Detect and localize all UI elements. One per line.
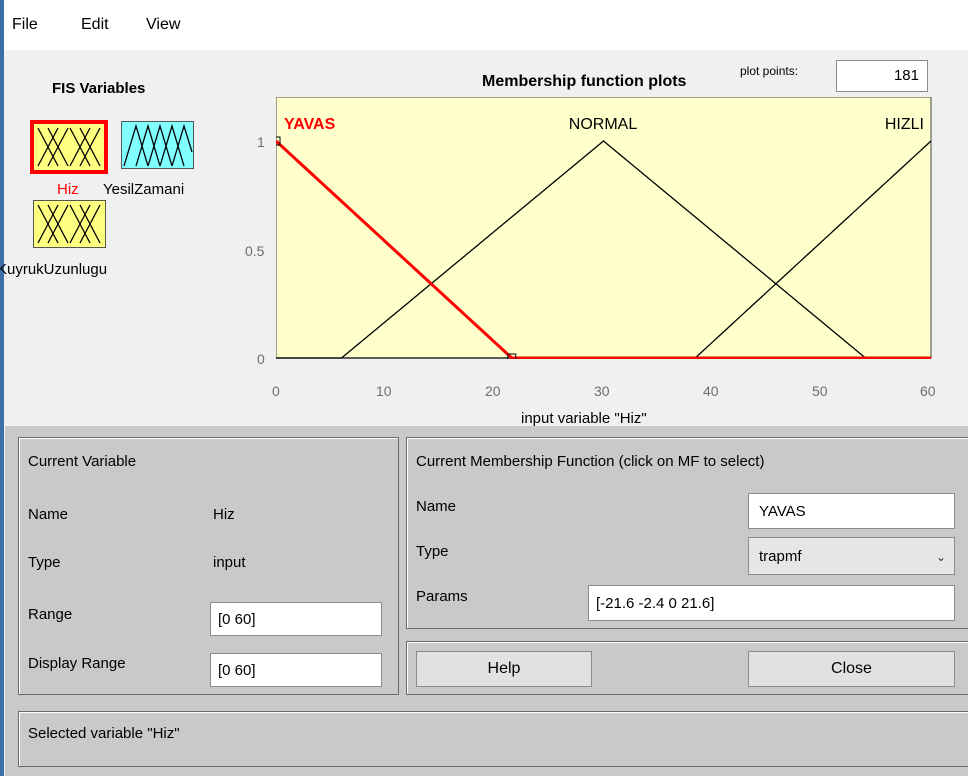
x-tick-40: 40: [703, 383, 719, 399]
variable-kuyrukuzunlugu-icon[interactable]: [33, 200, 106, 248]
mf-name-label: Name: [416, 498, 457, 515]
mf-curves-icon: [37, 204, 101, 244]
mf-curves-icon: [123, 123, 193, 167]
current-variable-panel: [18, 437, 399, 695]
menu-view[interactable]: View: [146, 16, 181, 33]
x-tick-0: 0: [272, 383, 280, 399]
y-tick-0-5: 0.5: [245, 243, 265, 259]
mf-params-input[interactable]: [-21.6 -2.4 0 21.6]: [588, 585, 955, 621]
mf-name-input[interactable]: YAVAS: [748, 493, 955, 529]
menu-edit[interactable]: Edit: [81, 16, 109, 33]
mf-plot[interactable]: YAVAS NORMAL HIZLI: [276, 97, 932, 359]
y-tick-1: 1: [257, 134, 265, 150]
mf-handle[interactable]: [276, 136, 281, 146]
mf-curve-yavas[interactable]: [276, 139, 931, 359]
mf-params-label: Params: [416, 588, 468, 605]
fis-variables-title: FIS Variables: [52, 80, 146, 97]
plot-area: [276, 97, 932, 359]
plot-points-label: plot points:: [740, 64, 799, 78]
window-edge: [0, 0, 4, 776]
name-label: Name: [28, 506, 69, 523]
variable-yesilzamani-label[interactable]: YesilZamani: [103, 181, 185, 198]
variable-hiz-label[interactable]: Hiz: [57, 181, 79, 198]
mf-type-select[interactable]: trapmf ⌄: [748, 537, 955, 575]
current-mf-title: Current Membership Function (click on MF…: [416, 453, 765, 470]
display-range-input[interactable]: [0 60]: [210, 653, 382, 687]
mf-label-hizli[interactable]: HIZLI: [885, 116, 924, 133]
mf-type-value: trapmf: [759, 548, 802, 565]
x-tick-20: 20: [485, 383, 501, 399]
type-label: Type: [28, 554, 61, 571]
chevron-down-icon[interactable]: ⌄: [935, 550, 947, 564]
x-tick-50: 50: [812, 383, 828, 399]
display-range-label: Display Range: [28, 655, 126, 672]
menu-file[interactable]: File: [12, 16, 38, 33]
variable-name-value: Hiz: [213, 506, 235, 523]
variable-kuyrukuzunlugu-label[interactable]: KuyrukUzunlugu: [0, 261, 108, 278]
x-tick-30: 30: [594, 383, 610, 399]
x-tick-60: 60: [920, 383, 936, 399]
variable-yesilzamani-icon[interactable]: [121, 121, 194, 169]
current-variable-title: Current Variable: [28, 453, 137, 470]
x-axis-label: input variable "Hiz": [521, 410, 647, 427]
y-tick-0: 0: [257, 351, 265, 367]
mf-label-normal[interactable]: NORMAL: [569, 116, 638, 133]
mf-type-label: Type: [416, 543, 449, 560]
status-panel: [18, 711, 968, 767]
range-label: Range: [28, 606, 73, 623]
variable-hiz-icon[interactable]: [30, 120, 108, 174]
variable-type-value: input: [213, 554, 246, 571]
close-button[interactable]: Close: [748, 651, 955, 687]
help-button[interactable]: Help: [416, 651, 592, 687]
range-input[interactable]: [0 60]: [210, 602, 382, 636]
plot-points-input[interactable]: 181: [836, 60, 928, 92]
mf-curve-normal[interactable]: [276, 140, 931, 359]
mf-handle[interactable]: [507, 353, 517, 359]
mf-label-yavas[interactable]: YAVAS: [284, 116, 336, 133]
mf-curves-icon: [37, 127, 101, 167]
x-tick-10: 10: [376, 383, 392, 399]
status-text: Selected variable "Hiz": [28, 725, 180, 742]
plot-title: Membership function plots: [482, 73, 687, 90]
